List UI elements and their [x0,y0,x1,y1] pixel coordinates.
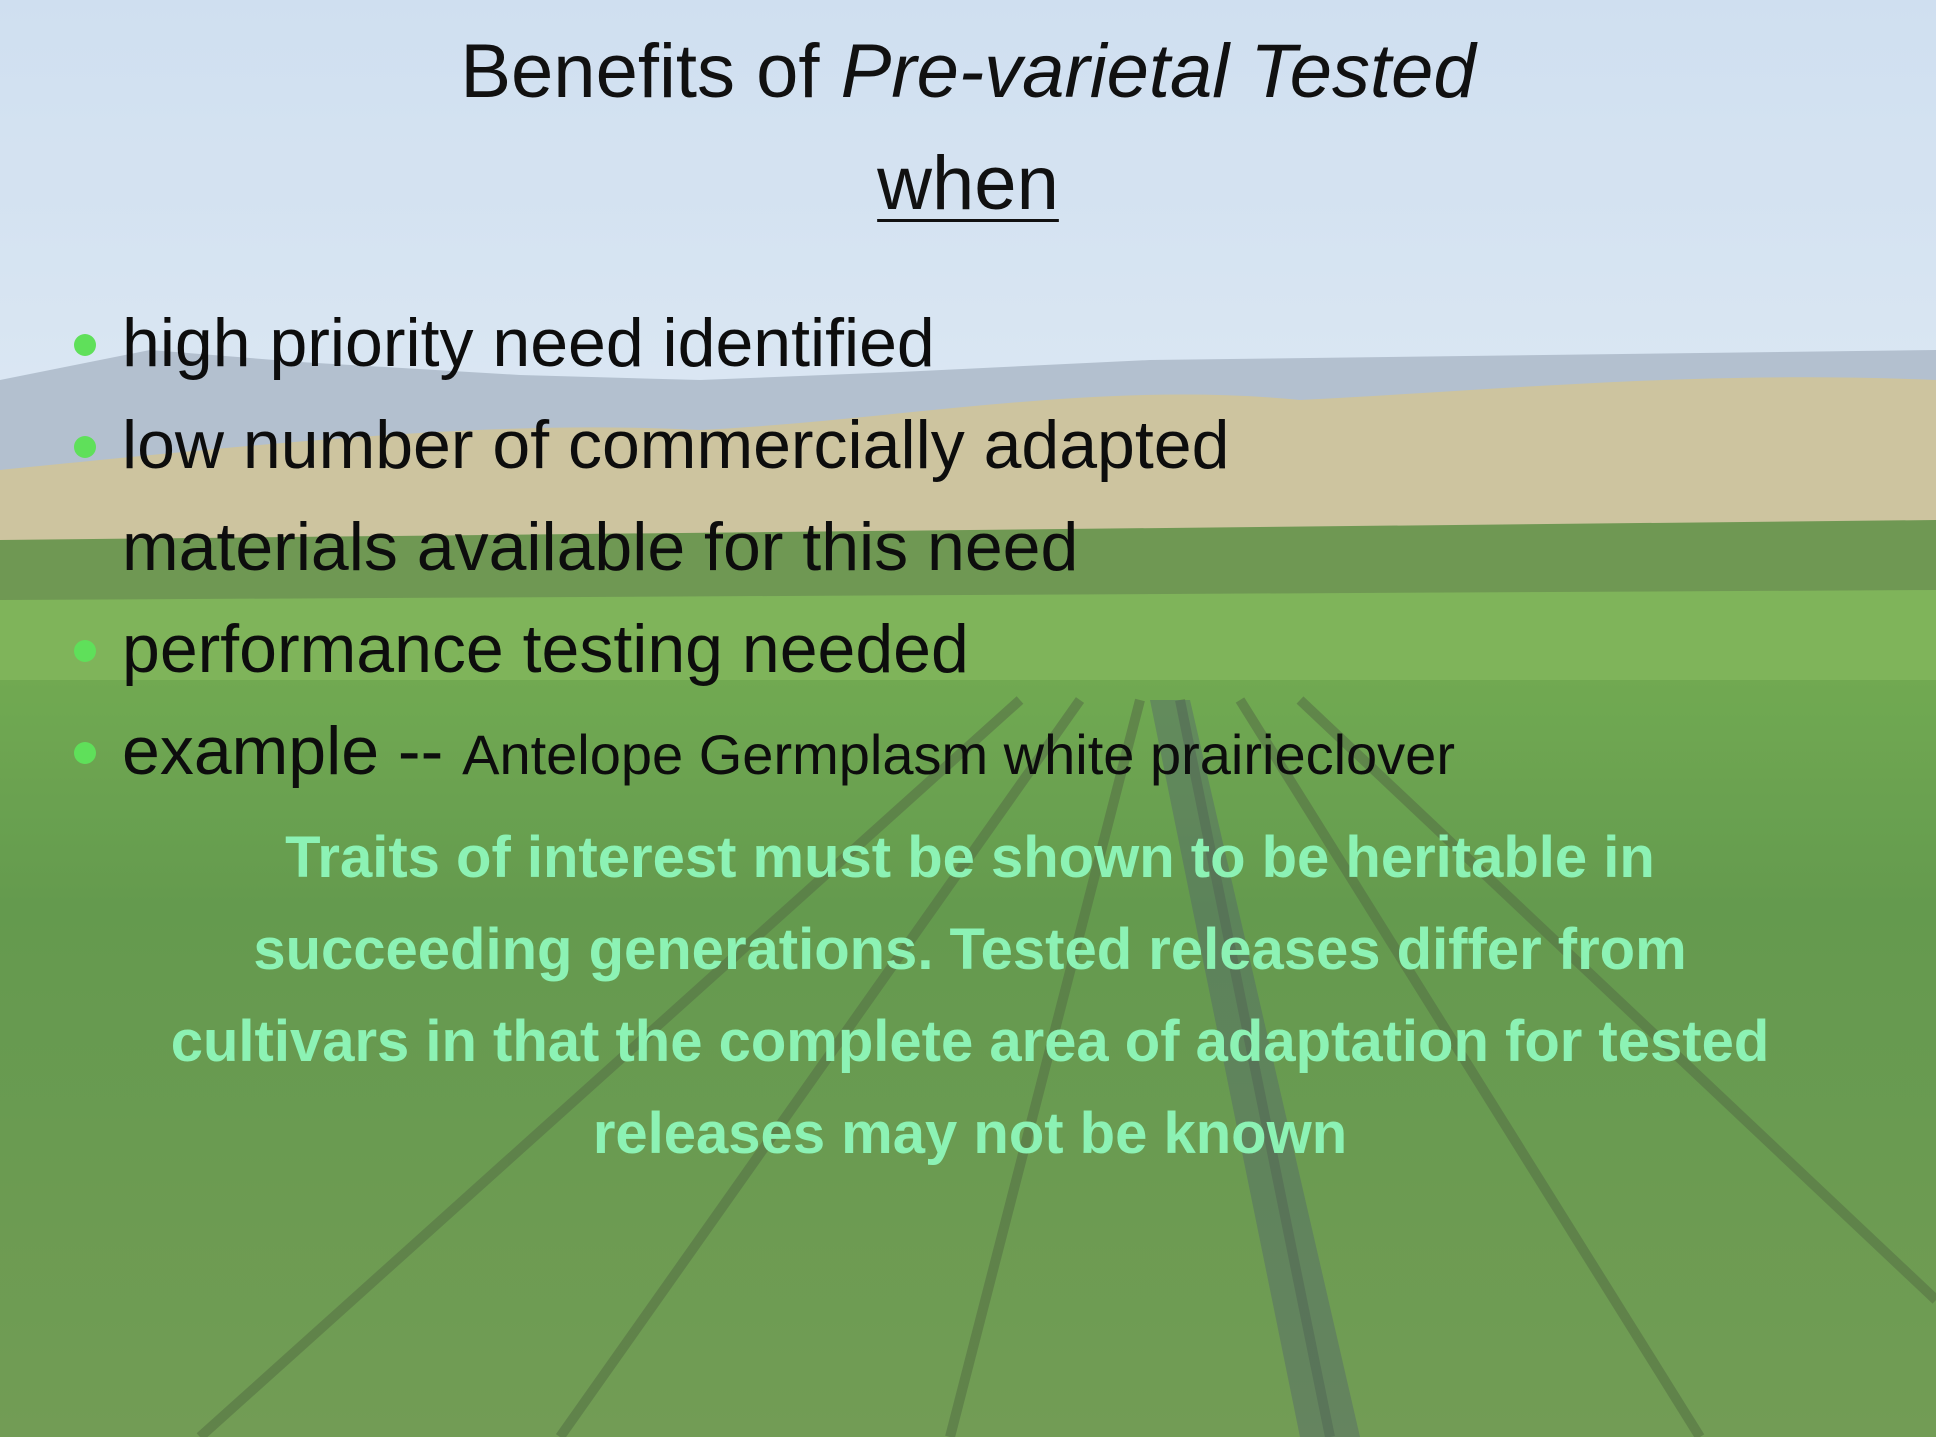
bullet-text: performance testing needed [122,611,969,687]
bullet-dot [74,436,96,458]
title: Benefits of Pre-varietal Tested [0,28,1936,115]
bullet: low number of commercially adapted mater… [0,394,1860,598]
bullet-text: high priority need identified [122,305,935,381]
title-emphasis: Pre-varietal Tested [841,29,1476,114]
bullet-dot [74,334,96,356]
bullet: high priority need identified [0,292,1860,394]
bullet-dot [74,640,96,662]
slide: Benefits of Pre-varietal Tested when hig… [0,0,1936,1437]
bullet-text: low number of commercially adapted mater… [122,394,1382,598]
bullet: performance testing needed [0,598,1860,700]
bullet-list: high priority need identified low number… [0,292,1860,806]
bullet-detail: Antelope Germplasm white prairieclover [462,723,1455,786]
bullet: example -- Antelope Germplasm white prai… [0,700,1860,806]
note: Traits of interest must be shown to be h… [150,812,1790,1180]
subtitle-text: when [877,141,1059,226]
bullet-dot [74,742,96,764]
subtitle: when [0,140,1936,227]
title-prefix: Benefits of [460,29,840,114]
bullet-text: example -- [122,713,462,789]
